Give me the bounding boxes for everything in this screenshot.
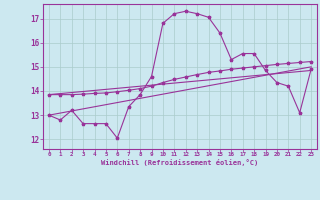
X-axis label: Windchill (Refroidissement éolien,°C): Windchill (Refroidissement éolien,°C)	[101, 159, 259, 166]
